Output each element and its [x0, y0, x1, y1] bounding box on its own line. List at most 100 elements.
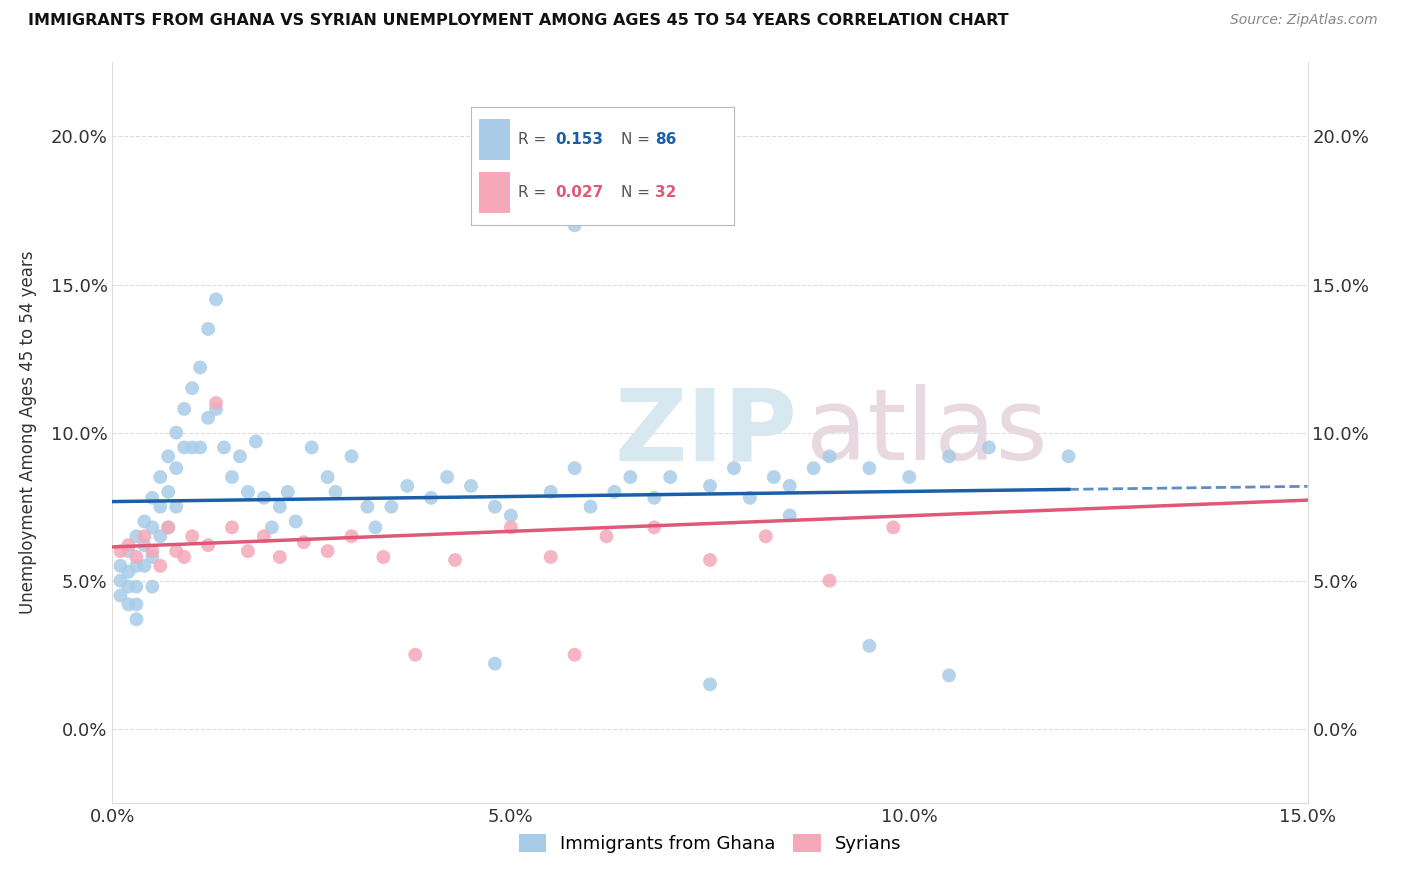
Point — [284, 515, 307, 529]
Point — [157, 484, 180, 499]
Point — [205, 396, 228, 410]
Point — [579, 500, 602, 514]
Point — [165, 425, 187, 440]
Point — [117, 565, 139, 579]
Point — [134, 558, 156, 573]
Point — [253, 491, 276, 505]
Point — [356, 500, 378, 514]
Point — [499, 508, 522, 523]
Point — [134, 515, 156, 529]
Point — [277, 484, 299, 499]
Point — [188, 360, 211, 375]
Point — [165, 544, 187, 558]
Point — [444, 553, 467, 567]
Point — [723, 461, 745, 475]
Point — [149, 500, 172, 514]
Point — [564, 461, 586, 475]
Point — [484, 657, 506, 671]
Point — [141, 580, 163, 594]
Point — [110, 589, 132, 603]
Point — [301, 441, 323, 455]
Point — [325, 484, 347, 499]
Point — [643, 491, 665, 505]
Point — [564, 219, 586, 233]
Point — [1057, 450, 1080, 464]
Point — [460, 479, 482, 493]
Point — [125, 598, 148, 612]
Point — [149, 470, 172, 484]
Point — [134, 529, 156, 543]
Point — [173, 401, 195, 416]
Point — [245, 434, 267, 449]
Point — [205, 401, 228, 416]
Point — [755, 529, 778, 543]
Point — [540, 484, 562, 499]
Point — [779, 479, 801, 493]
Point — [269, 500, 291, 514]
Point — [762, 470, 785, 484]
Point — [157, 450, 180, 464]
Point — [236, 544, 259, 558]
Text: atlas: atlas — [806, 384, 1047, 481]
Point — [364, 520, 387, 534]
Point — [157, 520, 180, 534]
Point — [253, 529, 276, 543]
Point — [603, 484, 626, 499]
Point — [125, 612, 148, 626]
Point — [212, 441, 235, 455]
Point — [181, 529, 204, 543]
Point — [269, 549, 291, 564]
Point — [181, 381, 204, 395]
Point — [134, 538, 156, 552]
Point — [699, 479, 721, 493]
Point — [340, 529, 363, 543]
Point — [173, 441, 195, 455]
Point — [221, 520, 243, 534]
Point — [659, 159, 682, 173]
Point — [110, 574, 132, 588]
Point — [380, 500, 402, 514]
Point — [205, 293, 228, 307]
Point — [595, 529, 617, 543]
Point — [316, 470, 339, 484]
Point — [229, 450, 252, 464]
Point — [141, 544, 163, 558]
Point — [564, 648, 586, 662]
Point — [117, 580, 139, 594]
Point — [373, 549, 395, 564]
Point — [165, 500, 187, 514]
Point — [125, 549, 148, 564]
Point — [125, 529, 148, 543]
Point — [316, 544, 339, 558]
Point — [484, 500, 506, 514]
Point — [340, 450, 363, 464]
Point — [499, 520, 522, 534]
Point — [197, 322, 219, 336]
Point — [738, 491, 761, 505]
Point — [236, 484, 259, 499]
Point — [779, 508, 801, 523]
Point — [197, 410, 219, 425]
Point — [117, 544, 139, 558]
Point — [938, 450, 960, 464]
Point — [818, 450, 841, 464]
Point — [141, 520, 163, 534]
Point — [260, 520, 283, 534]
Point — [858, 639, 880, 653]
Point — [110, 558, 132, 573]
Point — [188, 441, 211, 455]
Point — [125, 558, 148, 573]
Point — [173, 549, 195, 564]
Point — [938, 668, 960, 682]
Point — [882, 520, 904, 534]
Point — [221, 470, 243, 484]
Point — [125, 580, 148, 594]
Point — [149, 529, 172, 543]
Point — [420, 491, 443, 505]
Text: IMMIGRANTS FROM GHANA VS SYRIAN UNEMPLOYMENT AMONG AGES 45 TO 54 YEARS CORRELATI: IMMIGRANTS FROM GHANA VS SYRIAN UNEMPLOY… — [28, 13, 1008, 29]
Point — [699, 677, 721, 691]
Point — [157, 520, 180, 534]
Y-axis label: Unemployment Among Ages 45 to 54 years: Unemployment Among Ages 45 to 54 years — [18, 251, 37, 615]
Point — [141, 549, 163, 564]
Text: ZIP: ZIP — [614, 384, 797, 481]
